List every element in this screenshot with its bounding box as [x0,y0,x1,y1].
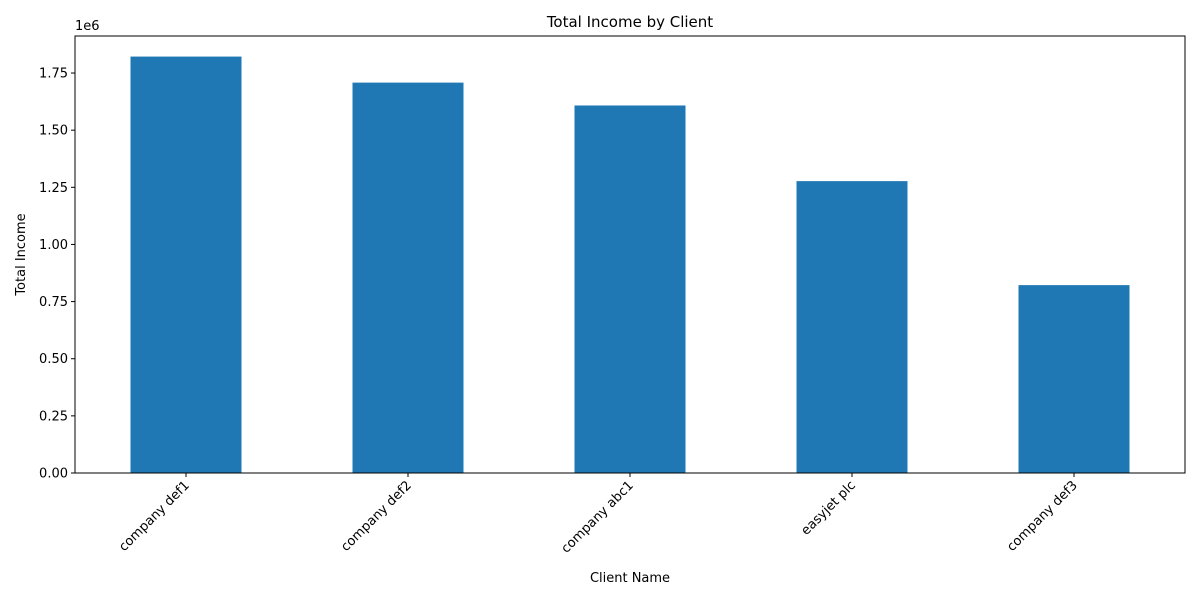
y-axis-label: Total Income [14,213,29,296]
x-axis-label: Client Name [590,571,670,586]
y-tick-label-6: 1.50 [39,124,68,139]
y-tick-label-1: 0.25 [39,409,68,424]
bar-2 [574,105,686,473]
x-tick-label-0: company def1 [116,478,192,554]
y-tick-label-3: 0.75 [39,295,68,310]
y-axis-offset-text: 1e6 [75,19,100,34]
y-tick-label-7: 1.75 [39,67,68,82]
bars-group [130,56,1130,474]
x-tick-label-3: easyjet plc [799,478,859,538]
y-tick-label-5: 1.25 [39,181,68,196]
x-tick-label-4: company def3 [1004,478,1080,554]
x-tick-label-1: company def2 [338,478,414,554]
y-tick-label-0: 0.00 [39,467,68,482]
bar-0 [130,56,242,474]
y-tick-label-2: 0.50 [39,352,68,367]
bar-3 [796,181,908,473]
plot-frame [74,35,1186,474]
y-axis-ticks: 0.00 0.25 0.50 0.75 1.00 1.25 1.50 1.75 [39,67,75,482]
x-axis-ticks: company def1 company def2 company abc1 easy… [116,473,1081,556]
bar-1 [352,82,464,474]
chart-title: Total Income by Client [546,13,713,31]
x-tick-label-2: company abc1 [559,478,637,556]
y-tick-label-4: 1.00 [39,238,68,253]
bar-4 [1018,285,1130,473]
